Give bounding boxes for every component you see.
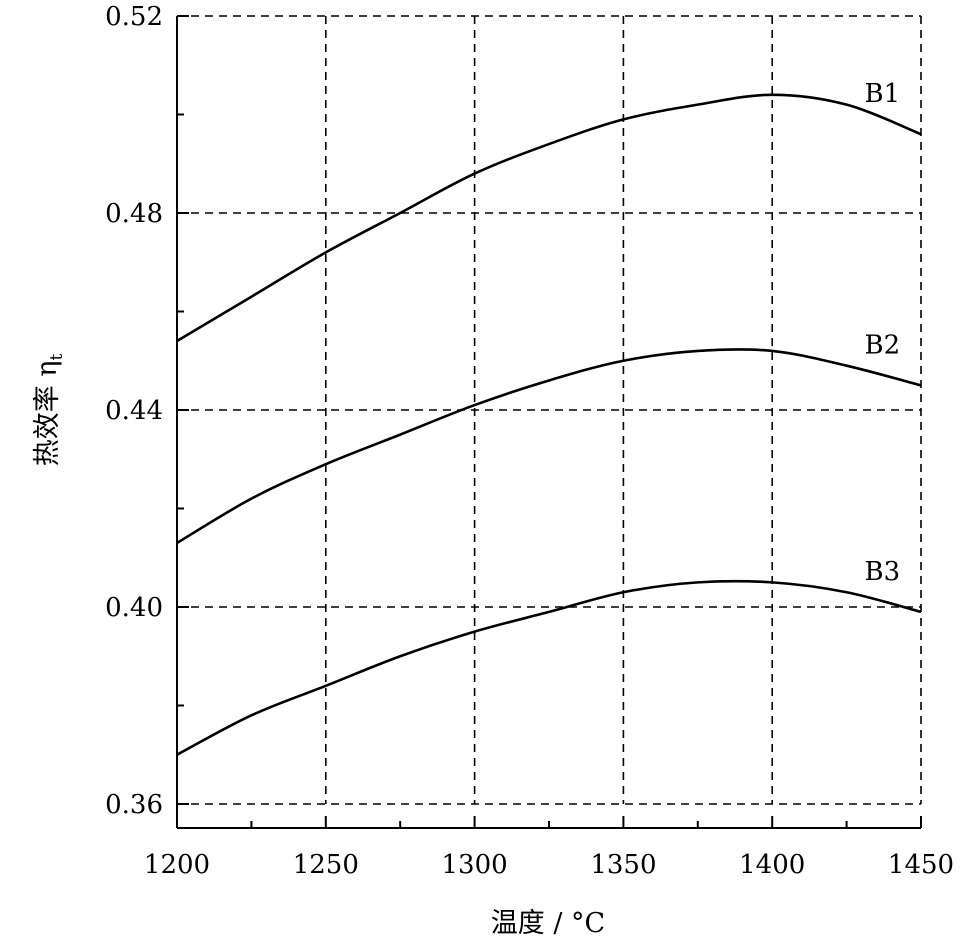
axes xyxy=(176,16,921,829)
x-tick-label: 1350 xyxy=(590,850,656,880)
grid-lines xyxy=(177,15,922,805)
y-tick-label: 0.52 xyxy=(105,2,163,32)
y-axis-label-group: 热效率 ηt xyxy=(32,354,67,467)
x-tick-label: 1400 xyxy=(739,850,805,880)
x-tick-label: 1200 xyxy=(144,850,210,880)
y-axis-label-subscript: t xyxy=(47,354,67,361)
y-tick-label: 0.36 xyxy=(105,790,163,820)
series-line-b2 xyxy=(176,348,922,545)
y-tick-label: 0.40 xyxy=(105,593,163,623)
series-label-b2: B2 xyxy=(864,330,900,360)
series-label-b1: B1 xyxy=(864,79,900,109)
series-line-b1 xyxy=(176,93,922,343)
y-tick-label: 0.44 xyxy=(105,396,163,426)
x-tick-label: 1250 xyxy=(293,850,359,880)
series-line-b3 xyxy=(176,579,922,756)
axis-ticks xyxy=(176,15,922,828)
x-axis-label: 温度 / °C xyxy=(491,908,605,939)
x-tick-label: 1300 xyxy=(442,850,508,880)
y-axis-label: 热效率 ηt xyxy=(32,354,67,467)
series-label-b3: B3 xyxy=(864,557,900,587)
labels: 1200 1250 1300 1350 1400 1450 0.36 0.40 0.44 0.48… xyxy=(105,2,954,880)
y-axis-label-main: 热效率 η xyxy=(32,361,63,467)
series-lines xyxy=(176,93,922,756)
y-tick-label: 0.48 xyxy=(105,199,163,229)
x-tick-label: 1450 xyxy=(888,850,954,880)
